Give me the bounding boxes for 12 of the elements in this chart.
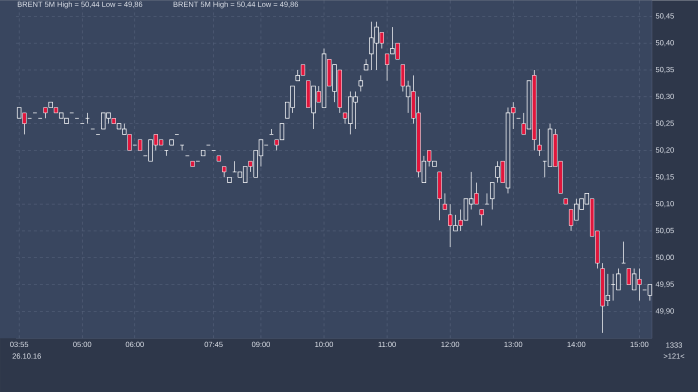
candlestick xyxy=(227,176,232,183)
candlestick xyxy=(358,74,364,92)
candlestick xyxy=(169,139,174,146)
candlestick xyxy=(200,150,206,156)
candlestick xyxy=(216,155,222,162)
candlestick xyxy=(364,58,368,70)
candlestick xyxy=(490,182,494,210)
candlestick xyxy=(222,166,226,178)
candlestick xyxy=(480,209,484,226)
candlestick xyxy=(442,192,448,210)
candlestick xyxy=(537,128,542,156)
candlestick xyxy=(564,198,568,204)
